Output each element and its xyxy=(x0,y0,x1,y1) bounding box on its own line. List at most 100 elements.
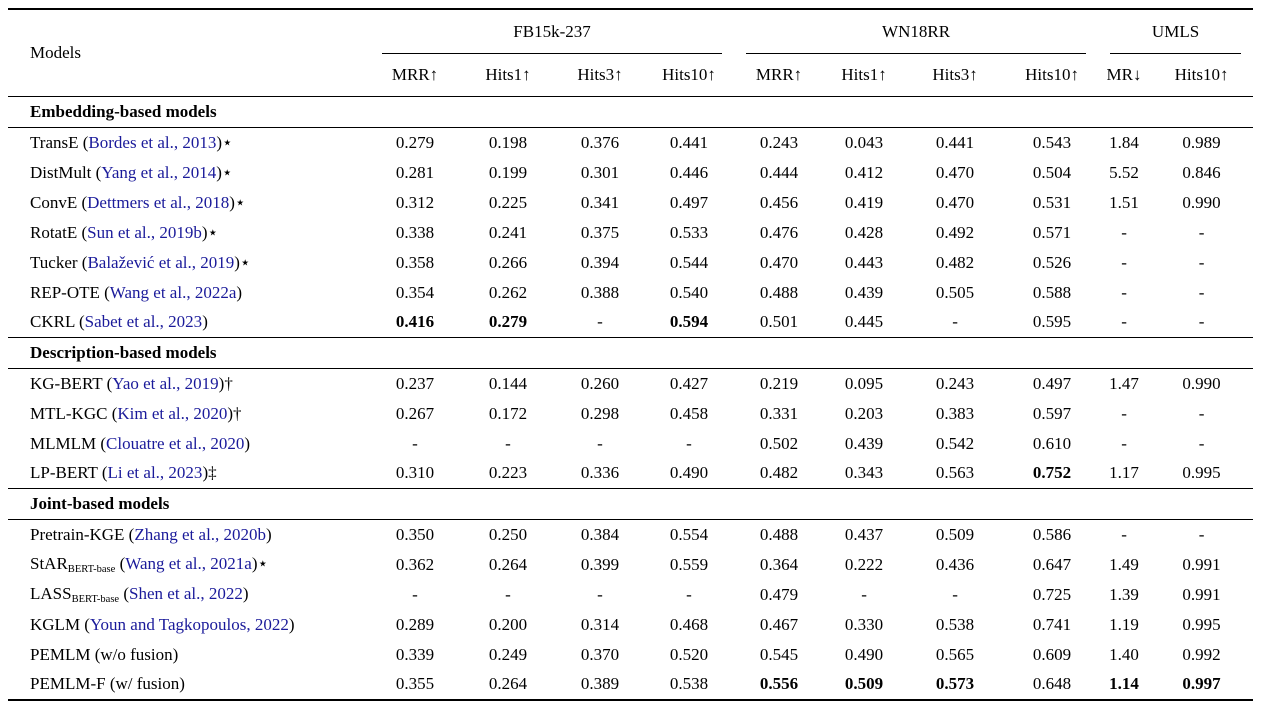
metric-value: 0.648 xyxy=(1032,674,1072,693)
metric-value: 0.991 xyxy=(1182,554,1221,574)
model-text: DistMult ( xyxy=(30,162,102,182)
citation-link[interactable]: Shen et al., 2022 xyxy=(129,583,243,603)
metric-value: - xyxy=(412,433,418,453)
metric-value: 0.298 xyxy=(580,403,620,423)
metric-value: 0.249 xyxy=(488,644,528,664)
metric-value: 0.412 xyxy=(844,162,884,182)
metric-value: 0.200 xyxy=(488,614,528,634)
metric-value: 0.533 xyxy=(669,222,709,242)
metric-header-row: MRR↑ Hits1↑ Hits3↑ Hits10↑ MRR↑ Hits1↑ H… xyxy=(8,54,1254,97)
table-row: DistMult (Yang et al., 2014)⋆ 0.281 0.199 0… xyxy=(8,158,1253,188)
metric-value: 0.476 xyxy=(759,222,799,242)
group-header-umls: UMLS xyxy=(1098,9,1253,54)
metric-value: 0.439 xyxy=(844,433,884,453)
metric-value: 0.467 xyxy=(759,614,799,634)
metric-value: 0.586 xyxy=(1032,524,1072,544)
metric-value: 0.223 xyxy=(488,463,528,483)
metric-value: 0.314 xyxy=(580,614,620,634)
model-name: LASSBERT-base (Shen et al., 2022) xyxy=(8,580,370,610)
citation-link[interactable]: Zhang et al., 2020b xyxy=(134,524,267,544)
metric-value: 0.989 xyxy=(1182,132,1221,152)
metric-value: 0.225 xyxy=(488,192,528,212)
col-header-umls-hits10: Hits10↑ xyxy=(1150,54,1254,97)
metric-value: 0.289 xyxy=(395,614,435,634)
metric-value: 0.492 xyxy=(935,222,975,242)
metric-value: 0.375 xyxy=(580,222,620,242)
model-text: ) xyxy=(288,614,295,634)
model-text: KG-BERT ( xyxy=(30,373,113,393)
citation-link[interactable]: Balažević et al., 2019 xyxy=(87,252,235,272)
metric-value: 0.556 xyxy=(759,674,799,693)
citation-link[interactable]: Yang et al., 2014 xyxy=(101,162,217,182)
metric-value: 0.416 xyxy=(395,312,435,332)
metric-value: 0.301 xyxy=(580,162,620,182)
metric-value: 0.243 xyxy=(759,132,799,152)
metric-value: - xyxy=(505,584,511,604)
citation-link[interactable]: Sun et al., 2019b xyxy=(87,222,202,242)
model-name: RotatE (Sun et al., 2019b)⋆ xyxy=(8,218,370,248)
col-header-fb-hits10: Hits10↑ xyxy=(644,54,735,97)
metric-value: 0.647 xyxy=(1032,554,1072,574)
metric-value: 0.330 xyxy=(844,614,884,634)
citation-link[interactable]: Li et al., 2023 xyxy=(107,463,203,483)
citation-link[interactable]: Sabet et al., 2023 xyxy=(84,312,203,332)
metric-value: 1.14 xyxy=(1109,674,1139,693)
citation-link[interactable]: Bordes et al., 2013 xyxy=(88,132,217,152)
metric-value: 0.336 xyxy=(580,463,620,483)
metric-value: 0.752 xyxy=(1032,463,1072,483)
metric-value: 0.490 xyxy=(669,463,709,483)
metric-value: 0.470 xyxy=(935,192,975,212)
metric-value: 0.501 xyxy=(759,312,799,332)
col-header-wn-hits1: Hits1↑ xyxy=(824,54,905,97)
citation-link[interactable]: Youn and Tagkopoulos, 2022 xyxy=(89,614,289,634)
metric-value: 0.370 xyxy=(580,644,620,664)
metric-value: 0.350 xyxy=(395,524,435,544)
model-text: MTL-KGC ( xyxy=(30,403,118,423)
citation-link[interactable]: Wang et al., 2021a xyxy=(125,553,252,573)
model-text: REP-OTE ( xyxy=(30,282,110,302)
models-column-header: Models xyxy=(8,9,370,97)
model-name: MTL-KGC (Kim et al., 2020)† xyxy=(8,399,370,429)
col-header-fb-hits3: Hits3↑ xyxy=(556,54,644,97)
metric-value: 0.338 xyxy=(395,222,435,242)
table-body: Embedding-based models TransE (Bordes et … xyxy=(8,96,1254,700)
citation-link[interactable]: Kim et al., 2020 xyxy=(117,403,228,423)
col-header-wn-hits3: Hits3↑ xyxy=(904,54,1007,97)
metric-value: 0.542 xyxy=(935,433,975,453)
citation-link[interactable]: Dettmers et al., 2018 xyxy=(87,192,230,212)
metric-value: 0.364 xyxy=(759,554,799,574)
citation-link[interactable]: Yao et al., 2019 xyxy=(112,373,219,393)
metric-value: - xyxy=(1198,433,1205,453)
model-name: REP-OTE (Wang et al., 2022a) xyxy=(8,278,370,308)
model-name: Pretrain-KGE (Zhang et al., 2020b) xyxy=(8,520,370,550)
citation-link[interactable]: Clouatre et al., 2020 xyxy=(106,433,245,453)
metric-value: 0.445 xyxy=(844,312,884,332)
table-row: Pretrain-KGE (Zhang et al., 2020b) 0.350 0… xyxy=(8,520,1253,550)
citation-link[interactable]: Wang et al., 2022a xyxy=(109,282,237,302)
metric-value: 0.479 xyxy=(759,584,799,604)
table-row: Tucker (Balažević et al., 2019)⋆ 0.358 0.2… xyxy=(8,248,1253,278)
metric-value: 0.594 xyxy=(669,312,709,332)
metric-value: 0.331 xyxy=(759,403,799,423)
model-text: ConvE ( xyxy=(30,192,88,212)
metric-value: - xyxy=(1198,222,1205,242)
metric-value: 0.544 xyxy=(669,252,709,272)
metric-value: - xyxy=(597,433,603,453)
metric-value: 0.312 xyxy=(395,192,435,212)
metric-value: 0.488 xyxy=(759,282,799,302)
metric-value: - xyxy=(1198,252,1205,272)
col-header-umls-mr: MR↓ xyxy=(1098,54,1151,97)
results-table: Models FB15k-237 WN18RR UMLS MRR↑ Hits1↑… xyxy=(8,8,1254,701)
model-text: PEMLM (w/o fusion) xyxy=(30,644,179,664)
model-name: TransE (Bordes et al., 2013)⋆ xyxy=(8,128,370,158)
metric-value: - xyxy=(1121,524,1127,544)
metric-value: - xyxy=(412,584,418,604)
metric-value: 0.264 xyxy=(488,674,528,693)
metric-value: 0.538 xyxy=(669,674,709,693)
metric-value: 0.725 xyxy=(1032,584,1072,604)
group-header-wn18rr: WN18RR xyxy=(734,9,1098,54)
metric-value: 1.17 xyxy=(1109,463,1139,483)
section-title: Joint-based models xyxy=(8,488,1254,520)
metric-value: 0.362 xyxy=(395,554,435,574)
col-header-wn-hits10: Hits10↑ xyxy=(1006,54,1099,97)
